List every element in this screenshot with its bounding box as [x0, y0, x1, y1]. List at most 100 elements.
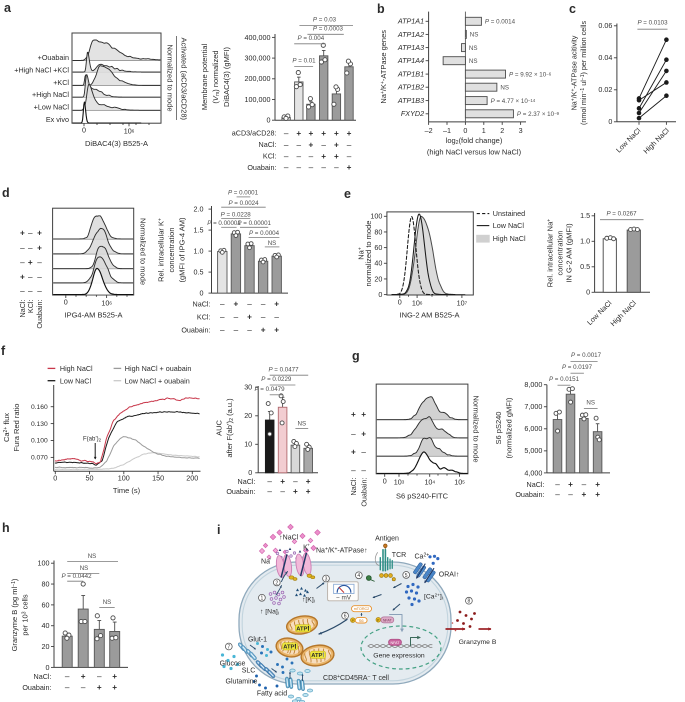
- svg-text:Fura Red ratio: Fura Red ratio: [12, 404, 21, 452]
- svg-text:3: 3: [519, 126, 523, 135]
- svg-text:100: 100: [38, 559, 50, 568]
- svg-text:+: +: [274, 299, 279, 308]
- svg-text:0: 0: [64, 298, 68, 307]
- svg-text:+: +: [309, 129, 314, 138]
- svg-text:+: +: [306, 487, 311, 496]
- svg-text:–: –: [309, 152, 314, 161]
- svg-text:Ouabain:: Ouabain:: [359, 477, 368, 506]
- svg-text:–: –: [20, 287, 25, 296]
- svg-text:–: –: [309, 163, 314, 172]
- svg-text:106: 106: [124, 127, 135, 136]
- svg-text:Low NaCl + ouabain: Low NaCl + ouabain: [125, 376, 190, 385]
- svg-text:106: 106: [412, 299, 423, 308]
- svg-text:+High NaCl: +High NaCl: [32, 90, 69, 99]
- svg-text:High NaCl + ouabain: High NaCl + ouabain: [125, 364, 192, 373]
- svg-text:–: –: [247, 325, 252, 334]
- svg-text:Glucose: Glucose: [220, 661, 246, 668]
- svg-text:+: +: [595, 480, 600, 489]
- svg-text:ING-2 AM B525-A: ING-2 AM B525-A: [399, 311, 459, 320]
- svg-text:30: 30: [244, 383, 252, 392]
- svg-text:P = 0.0004: P = 0.0004: [249, 230, 280, 237]
- svg-text:Rel. intracellular K+: Rel. intracellular K+: [156, 218, 165, 282]
- svg-text:–: –: [293, 477, 298, 486]
- svg-text:KCl:: KCl:: [197, 312, 211, 321]
- svg-text:0.5: 0.5: [580, 262, 590, 271]
- svg-text:DiBAC4(3) (gMFI): DiBAC4(3) (gMFI): [222, 47, 231, 108]
- svg-text:0: 0: [463, 126, 467, 135]
- svg-text:log2(fold change): log2(fold change): [446, 136, 503, 146]
- svg-text:S6 pS240-FITC: S6 pS240-FITC: [396, 492, 449, 501]
- svg-text:+: +: [269, 556, 272, 561]
- svg-text:8: 8: [468, 599, 471, 605]
- svg-text:NFAT: NFAT: [383, 618, 393, 622]
- svg-text:1.0: 1.0: [194, 247, 204, 256]
- svg-text:NS: NS: [80, 565, 89, 572]
- svg-text:0.02: 0.02: [598, 85, 612, 94]
- svg-text:NS: NS: [103, 599, 112, 606]
- svg-text:S6 pS240: S6 pS240: [494, 412, 503, 445]
- svg-text:↑[K]i: ↑[K]i: [302, 597, 315, 604]
- svg-text:↑ [Na]i: ↑ [Na]i: [260, 609, 279, 616]
- svg-text:− mV: − mV: [336, 594, 352, 601]
- svg-text:Na+: Na+: [357, 247, 366, 260]
- svg-text:1.5: 1.5: [194, 226, 204, 235]
- svg-text:–: –: [267, 487, 272, 496]
- svg-text:Low NaCl: Low NaCl: [493, 221, 525, 230]
- svg-text:–: –: [97, 672, 102, 681]
- svg-text:20: 20: [244, 411, 252, 420]
- svg-text:+Low NaCl: +Low NaCl: [34, 103, 70, 112]
- svg-text:KCl:: KCl:: [263, 152, 277, 161]
- svg-text:7: 7: [227, 644, 230, 650]
- svg-text:Ouabain:: Ouabain:: [22, 683, 51, 692]
- svg-text:P = 0.0197: P = 0.0197: [562, 364, 593, 371]
- svg-text:P = 0.0479: P = 0.0479: [254, 386, 285, 393]
- svg-text:–: –: [65, 683, 70, 692]
- svg-text:+: +: [351, 448, 356, 457]
- svg-text:Unstained: Unstained: [493, 209, 525, 218]
- svg-text:(normalized gMFI): (normalized gMFI): [505, 397, 514, 458]
- svg-text:–: –: [28, 272, 33, 281]
- svg-text:150: 150: [152, 474, 164, 483]
- svg-text:High NaCl: High NaCl: [60, 364, 93, 373]
- svg-text:NS: NS: [470, 32, 479, 39]
- svg-text:2: 2: [275, 580, 278, 586]
- svg-text:–: –: [568, 490, 573, 499]
- svg-text:a: a: [4, 1, 12, 15]
- svg-text:–: –: [284, 140, 289, 149]
- svg-text:+Ouabain: +Ouabain: [38, 53, 69, 62]
- svg-text:200: 200: [186, 474, 198, 483]
- svg-text:6: 6: [344, 614, 347, 620]
- svg-text:+: +: [112, 672, 117, 681]
- svg-text:[Ca2+]i: [Ca2+]i: [424, 593, 443, 601]
- svg-text:P = 0.0267: P = 0.0267: [606, 211, 637, 218]
- svg-text:(Vm) normalized: (Vm) normalized: [211, 50, 221, 103]
- svg-text:Normalized to mode: Normalized to mode: [139, 218, 148, 285]
- svg-text:–: –: [555, 480, 560, 489]
- svg-text:FXYD2: FXYD2: [401, 109, 424, 118]
- svg-text:0: 0: [53, 474, 57, 483]
- svg-text:–: –: [220, 325, 225, 334]
- svg-text:NaCl:: NaCl:: [259, 140, 277, 149]
- svg-text:–: –: [274, 312, 279, 321]
- svg-text:–: –: [81, 683, 86, 692]
- svg-text:Glutamine: Glutamine: [226, 679, 258, 686]
- svg-text:ATP1B3: ATP1B3: [397, 96, 424, 105]
- svg-text:–: –: [582, 480, 587, 489]
- svg-text:0.160: 0.160: [31, 404, 48, 411]
- svg-text:P = 0.0442: P = 0.0442: [61, 573, 92, 580]
- svg-text:P = 0.0103: P = 0.0103: [637, 20, 668, 27]
- svg-text:S6: S6: [359, 618, 365, 623]
- svg-text:+: +: [568, 480, 573, 489]
- svg-text:2.0: 2.0: [194, 205, 204, 214]
- svg-text:400,000: 400,000: [245, 33, 271, 42]
- svg-text:107: 107: [457, 299, 468, 308]
- svg-text:+: +: [307, 542, 310, 547]
- svg-text:+: +: [28, 258, 33, 267]
- svg-text:KCl:: KCl:: [26, 300, 35, 314]
- svg-text:0: 0: [608, 117, 612, 126]
- svg-text:+: +: [334, 140, 339, 149]
- svg-text:–: –: [321, 163, 326, 172]
- svg-text:ATP: ATP: [296, 627, 307, 633]
- svg-text:Fatty acid: Fatty acid: [257, 691, 287, 698]
- svg-text:SLC: SLC: [242, 668, 256, 675]
